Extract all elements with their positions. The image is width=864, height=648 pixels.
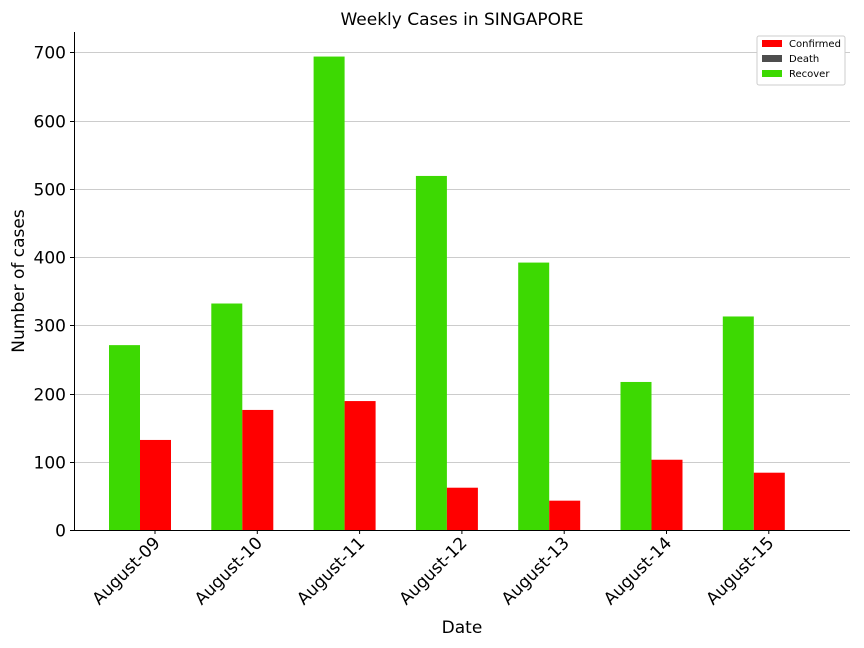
bar-confirmed [651, 459, 683, 530]
legend-swatch-death [762, 55, 782, 62]
legend-swatch-confirmed [762, 40, 782, 47]
bar-confirmed [446, 487, 478, 530]
x-tick-label: August-15 [702, 533, 778, 609]
legend-swatch-recover [762, 70, 782, 77]
bar-recover [415, 175, 447, 531]
legend-label-death: Death [789, 54, 819, 65]
x-ticks: August-09 August-10 August-11 August-12 Augu… [89, 530, 778, 609]
bar-recover [211, 303, 243, 530]
bar-confirmed [242, 409, 274, 530]
x-tick-label: August-11 [293, 533, 369, 609]
bar-confirmed [753, 472, 785, 530]
bar-recover [722, 316, 754, 530]
gridlines [74, 52, 850, 463]
y-tick-label: 600 [34, 113, 66, 133]
chart-title: Weekly Cases in SINGAPORE [340, 10, 583, 30]
x-tick-label: August-12 [396, 533, 472, 609]
x-tick-label: August-10 [191, 533, 267, 609]
legend-label-confirmed: Confirmed [789, 39, 841, 50]
y-tick-label: 500 [34, 181, 66, 201]
bar-recover [620, 381, 652, 530]
bar-recover [313, 56, 345, 531]
bars [109, 56, 785, 531]
y-tick-label: 300 [34, 317, 66, 337]
x-tick-label: August-09 [89, 533, 165, 609]
y-ticks: 0 100 200 300 400 500 600 700 [34, 44, 74, 542]
y-tick-label: 700 [34, 44, 66, 64]
bar-recover [109, 345, 140, 530]
x-tick-label: August-13 [498, 533, 574, 609]
y-tick-label: 0 [55, 522, 66, 542]
y-tick-label: 400 [34, 249, 66, 269]
legend: Confirmed Death Recover [756, 35, 846, 86]
y-axis-label: Number of cases [9, 209, 29, 353]
bar-confirmed [344, 401, 376, 530]
bar-confirmed [140, 439, 171, 530]
bar-confirmed [549, 500, 581, 530]
bar-recover [518, 262, 550, 530]
x-axis-label: Date [442, 618, 483, 638]
legend-label-recover: Recover [789, 69, 830, 80]
y-tick-label: 100 [34, 454, 66, 474]
y-tick-label: 200 [34, 386, 66, 406]
x-tick-label: August-14 [600, 533, 676, 609]
